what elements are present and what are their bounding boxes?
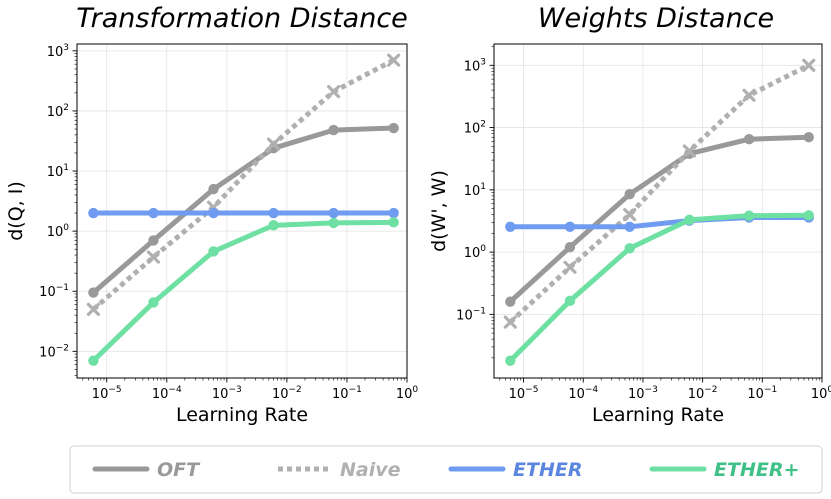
- x-tick-label: 10−5: [509, 385, 539, 402]
- x-tick-label: 10−1: [332, 385, 362, 402]
- legend-label-ether-plus: ETHER+: [714, 459, 799, 481]
- chart-panel-2: Weights Distance 10−5 10−4 10−3 10−2 10−1 100 1…: [428, 3, 831, 426]
- y-tick-label: 103: [464, 57, 486, 74]
- chart-panel-1: Transformation Distance 10−5 10−4 10−3 10−2 1…: [5, 3, 418, 426]
- data-point-ether-plus: [268, 220, 278, 230]
- data-point-oft: [148, 235, 158, 245]
- data-point-oft: [565, 242, 575, 252]
- chart-title: Transformation Distance: [76, 3, 408, 34]
- data-point-ether: [208, 208, 218, 218]
- y-axis-label: d(W', W): [428, 170, 450, 252]
- y-tick-label: 102: [464, 120, 486, 137]
- data-point-oft: [388, 123, 398, 133]
- data-point-oft: [88, 287, 98, 297]
- data-point-ether: [388, 208, 398, 218]
- data-point-ether: [565, 222, 575, 232]
- y-tick-label: 100: [464, 244, 487, 261]
- data-point-ether: [505, 222, 515, 232]
- data-point-ether-plus: [804, 210, 814, 220]
- x-tick-label: 10−1: [747, 385, 777, 402]
- y-tick-label: 101: [47, 163, 69, 180]
- data-point-ether-plus: [388, 217, 398, 227]
- data-point-ether-plus: [208, 246, 218, 256]
- data-point-ether: [328, 208, 338, 218]
- y-axis-label: d(Q, I): [5, 181, 27, 241]
- data-point-ether: [624, 222, 634, 232]
- y-tick-label: 101: [464, 182, 486, 199]
- legend-label-naive: Naive: [340, 459, 401, 481]
- x-tick-label: 10−4: [568, 385, 598, 402]
- x-tick-label: 10−4: [152, 385, 182, 402]
- data-point-ether-plus: [624, 243, 634, 253]
- series-line-naive: [510, 65, 808, 322]
- data-point-ether-plus: [148, 297, 158, 307]
- x-tick-label: 10−5: [92, 385, 122, 402]
- x-tick-label: 10−3: [628, 385, 658, 402]
- y-tick-label: 10−2: [39, 343, 69, 360]
- series-line-ether: [510, 217, 808, 226]
- legend-label-oft: OFT: [157, 459, 201, 481]
- data-point-ether: [268, 208, 278, 218]
- legend-label-ether: ETHER: [513, 459, 582, 481]
- x-tick-label: 100: [811, 385, 831, 402]
- data-point-oft: [505, 296, 515, 306]
- data-point-ether-plus: [565, 296, 575, 306]
- x-tick-label: 10−2: [688, 385, 718, 402]
- series-line-naive: [93, 60, 393, 309]
- data-point-ether-plus: [684, 215, 694, 225]
- x-axis-label: Learning Rate: [592, 404, 724, 426]
- x-axis-label: Learning Rate: [176, 404, 308, 426]
- data-point-oft: [744, 134, 754, 144]
- x-tick-label: 10−3: [212, 385, 242, 402]
- figure: Transformation Distance 10−5 10−4 10−3 10−2 1…: [0, 0, 831, 499]
- series-line-oft: [93, 128, 393, 293]
- chart-title: Weights Distance: [538, 3, 774, 34]
- data-point-oft: [624, 189, 634, 199]
- data-point-ether: [88, 208, 98, 218]
- data-point-ether-plus: [505, 356, 515, 366]
- y-tick-label: 100: [47, 223, 70, 240]
- data-point-ether-plus: [328, 218, 338, 228]
- series-line-ether-plus: [510, 215, 808, 360]
- data-point-oft: [208, 184, 218, 194]
- y-tick-label: 10−1: [39, 283, 69, 300]
- x-tick-label: 100: [396, 385, 419, 402]
- data-point-ether-plus: [88, 355, 98, 365]
- y-tick-label: 10−1: [456, 306, 486, 323]
- data-point-ether: [148, 208, 158, 218]
- legend: OFT Naive ETHER ETHER+: [70, 446, 822, 493]
- x-tick-label: 10−2: [272, 385, 302, 402]
- y-tick-label: 103: [47, 43, 69, 60]
- data-point-ether-plus: [744, 210, 754, 220]
- data-point-oft: [804, 132, 814, 142]
- data-point-oft: [328, 125, 338, 135]
- y-tick-label: 102: [47, 103, 69, 120]
